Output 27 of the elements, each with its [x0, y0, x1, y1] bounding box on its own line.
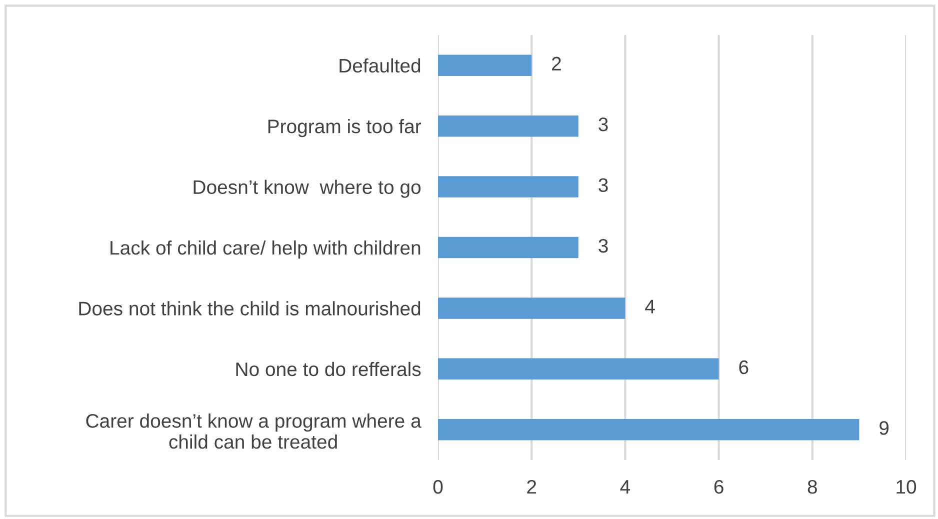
x-tick-label: 8 — [808, 480, 817, 494]
bar — [438, 298, 626, 319]
y-tick-label: Defaulted — [340, 58, 420, 73]
x-tick-label: 10 — [896, 480, 916, 494]
data-label: 4 — [645, 300, 655, 314]
bar — [438, 236, 578, 258]
bar — [438, 115, 578, 137]
y-tick-label: Doesn’t know where to go — [194, 180, 421, 198]
x-tick-label: 6 — [714, 480, 724, 494]
data-label: 3 — [598, 238, 608, 253]
y-tick-label: Carer doesn’t know a program where a child can be treated — [86, 414, 422, 449]
bar — [438, 358, 719, 380]
y-tick-label: Lack of child care/ help with children — [110, 240, 420, 259]
bar — [438, 176, 578, 198]
x-tick-label: 2 — [527, 480, 536, 494]
data-label: 9 — [880, 421, 889, 435]
data-label: 2 — [552, 56, 561, 70]
bar — [438, 419, 860, 440]
x-tick-label: 4 — [620, 480, 630, 494]
y-tick-label: Program is too far — [268, 119, 422, 138]
data-label: 3 — [598, 118, 608, 132]
bar — [438, 54, 532, 76]
data-label: 6 — [739, 360, 748, 374]
x-tick-label: 0 — [433, 480, 443, 494]
data-label: 3 — [598, 178, 608, 192]
y-tick-label: Does not think the child is malnourished — [79, 301, 420, 316]
y-tick-label: No one to do refferals — [236, 362, 421, 376]
